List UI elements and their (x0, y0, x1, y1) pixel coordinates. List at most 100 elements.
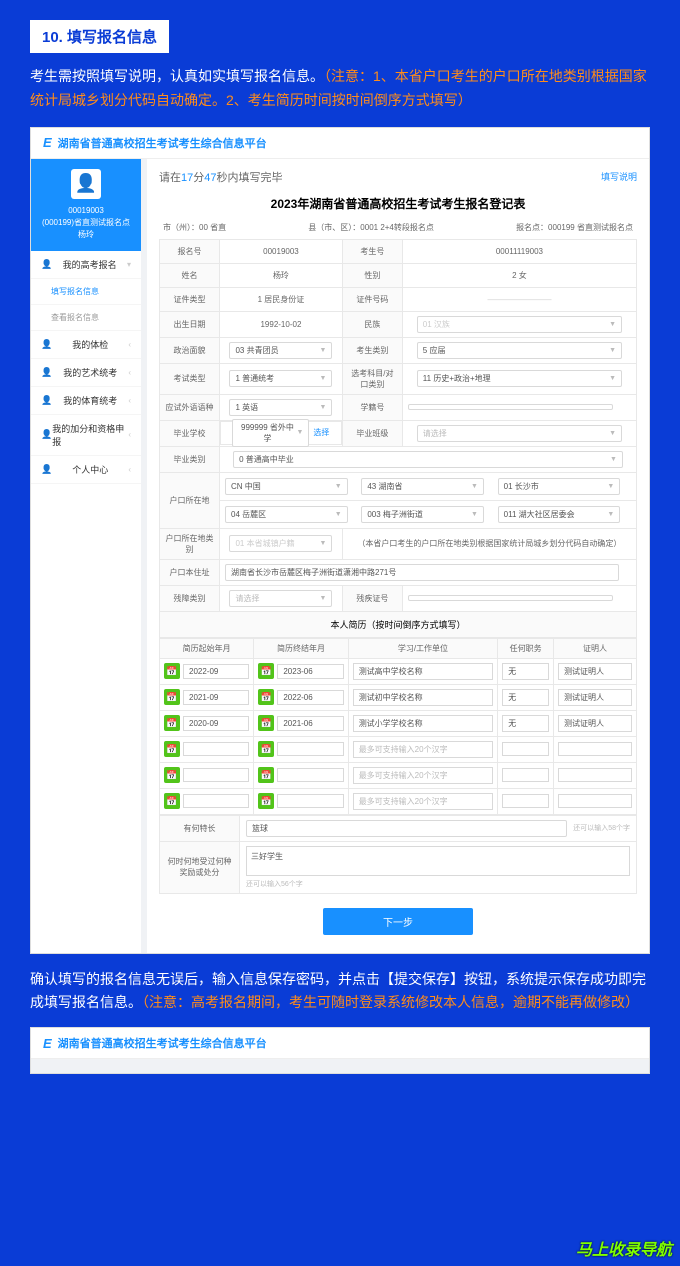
select-grad-type[interactable]: 0 普通高中毕业▼ (220, 446, 637, 472)
resume-end[interactable]: 📅2021-06 (254, 710, 348, 736)
select-hukou-province[interactable]: 43 湖南省▼ (361, 478, 484, 495)
label-address: 户口本住址 (160, 559, 220, 585)
watermark: 马上收录导航 (576, 1236, 672, 1260)
resume-unit[interactable]: 测试高中学校名称 (348, 658, 498, 684)
resume-start[interactable]: 📅2021-09 (160, 684, 254, 710)
resume-row: 📅2022-09📅2023-06测试高中学校名称无测试证明人 (160, 658, 637, 684)
resume-end[interactable]: 📅 (254, 762, 348, 788)
resume-unit[interactable]: 测试初中学校名称 (348, 684, 498, 710)
app-window-2: E 湖南省普通高校招生考试考生综合信息平台 (30, 1027, 650, 1074)
caret-icon: ▼ (607, 483, 614, 490)
next-button[interactable]: 下一步 (323, 908, 473, 935)
calendar-icon: 📅 (164, 663, 180, 679)
resume-witness[interactable]: 测试证明人 (553, 684, 636, 710)
calendar-icon: 📅 (258, 793, 274, 809)
input-specialty[interactable]: 篮球 还可以输入58个字 (240, 815, 637, 841)
meta-row: 市（州）：00 省直 县（市、区）：0001 2+4转段报名点 报名点：0001… (159, 222, 637, 233)
select-politics[interactable]: 03 共青团员▼ (220, 337, 343, 363)
app-window: E 湖南省普通高校招生考试考生综合信息平台 👤 00019003 (000199… (30, 127, 650, 954)
value-id-type: 1 居民身份证 (220, 287, 343, 311)
resume-duty[interactable] (498, 788, 554, 814)
label-disability-type: 残障类别 (160, 585, 220, 611)
input-disability-no[interactable] (402, 585, 636, 611)
label-specialty: 有何特长 (160, 815, 240, 841)
resume-witness[interactable] (553, 788, 636, 814)
resume-end[interactable]: 📅2022-06 (254, 684, 348, 710)
chevron-left-icon: ‹ (128, 465, 131, 474)
nav-fill-reg[interactable]: 填写报名信息 (31, 279, 141, 305)
calendar-icon: 📅 (258, 689, 274, 705)
nav-bonus[interactable]: 👤 我的加分和资格申报‹ (31, 415, 141, 456)
hukou-note: （本省户口考生的户口所在地类别根据国家统计局城乡划分代码自动确定） (342, 528, 636, 559)
select-disability-type[interactable]: 请选择▼ (220, 585, 343, 611)
resume-duty[interactable] (498, 736, 554, 762)
caret-icon: ▼ (296, 429, 303, 436)
specialty-hint: 还可以输入58个字 (573, 823, 630, 833)
resume-duty[interactable] (498, 762, 554, 788)
col-unit: 学习/工作单位 (348, 638, 498, 658)
select-hukou-street[interactable]: 003 梅子洲街道▼ (361, 506, 484, 523)
select-subjects[interactable]: 11 历史+政治+地理▼ (402, 363, 636, 394)
resume-row: 📅2021-09📅2022-06测试初中学校名称无测试证明人 (160, 684, 637, 710)
avatar: 👤 (71, 169, 101, 199)
resume-start[interactable]: 📅2020-09 (160, 710, 254, 736)
awards-hint: 还可以输入56个字 (246, 879, 630, 889)
select-hukou-district[interactable]: 04 岳麓区▼ (225, 506, 348, 523)
select-grad-school[interactable]: 999999 省外中学▼ 选择 (220, 421, 342, 445)
resume-end[interactable]: 📅 (254, 736, 348, 762)
value-birth: 1992-10-02 (220, 311, 343, 337)
nav-physical[interactable]: 👤 我的体检‹ (31, 331, 141, 359)
caret-icon: ▼ (319, 347, 326, 354)
col-witness: 证明人 (553, 638, 636, 658)
nav-menu: 👤 我的高考报名▾ 填写报名信息 查看报名信息 👤 我的体检‹ 👤 我的艺术统考… (31, 251, 141, 484)
instruction-text: 考生需按照填写说明，认真如实填写报名信息。（注意：1、本省户口考生的户口所在地类… (30, 65, 650, 113)
nav-personal[interactable]: 👤 个人中心‹ (31, 456, 141, 484)
resume-start[interactable]: 📅 (160, 788, 254, 814)
nav-exam-reg[interactable]: 👤 我的高考报名▾ (31, 251, 141, 279)
timer-row: 请在17分47秒内填写完毕 填写说明 (159, 169, 637, 185)
caret-icon: ▼ (609, 347, 616, 354)
resume-duty[interactable]: 无 (498, 684, 554, 710)
resume-start[interactable]: 📅 (160, 736, 254, 762)
nav-sport[interactable]: 👤 我的体育统考‹ (31, 387, 141, 415)
registration-form: 报名号 00019003 考生号 00011119003 姓名 杨玲 性别 2 … (159, 239, 637, 612)
nav-view-reg[interactable]: 查看报名信息 (31, 305, 141, 331)
resume-end[interactable]: 📅 (254, 788, 348, 814)
resume-end[interactable]: 📅2023-06 (254, 658, 348, 684)
resume-unit[interactable]: 最多可支持输入20个汉字 (348, 788, 498, 814)
resume-witness[interactable]: 测试证明人 (553, 710, 636, 736)
resume-duty[interactable]: 无 (498, 710, 554, 736)
resume-unit[interactable]: 测试小学学校名称 (348, 710, 498, 736)
resume-unit[interactable]: 最多可支持输入20个汉字 (348, 736, 498, 762)
resume-witness[interactable]: 测试证明人 (553, 658, 636, 684)
chevron-down-icon: ▾ (127, 260, 131, 269)
select-lang[interactable]: 1 英语▼ (220, 394, 343, 420)
select-cand-type[interactable]: 5 应届▼ (402, 337, 636, 363)
resume-header: 本人简历（按时间倒序方式填写） (159, 612, 637, 638)
select-school-link[interactable]: 选择 (313, 427, 329, 438)
app-title-2: 湖南省普通高校招生考试考生综合信息平台 (58, 1035, 267, 1051)
value-name: 杨玲 (220, 263, 343, 287)
label-gender: 性别 (342, 263, 402, 287)
select-nation[interactable]: 01 汉族▼ (402, 311, 636, 337)
select-hukou-country[interactable]: CN 中国▼ (225, 478, 348, 495)
input-student-no[interactable] (402, 394, 636, 420)
select-hukou-type[interactable]: 01 本省城镇户籍▼ (220, 528, 343, 559)
resume-witness[interactable] (553, 762, 636, 788)
resume-start[interactable]: 📅2022-09 (160, 658, 254, 684)
nav-art[interactable]: 👤 我的艺术统考‹ (31, 359, 141, 387)
fill-instructions-link[interactable]: 填写说明 (601, 170, 637, 183)
select-grad-class[interactable]: 请选择▼ (402, 420, 636, 446)
label-id-type: 证件类型 (160, 287, 220, 311)
select-hukou-city[interactable]: 01 长沙市▼ (498, 478, 621, 495)
input-address[interactable]: 湖南省长沙市岳麓区梅子洲街道潇湘中路271号 (220, 559, 637, 585)
resume-duty[interactable]: 无 (498, 658, 554, 684)
resume-unit[interactable]: 最多可支持输入20个汉字 (348, 762, 498, 788)
col-start: 简历起始年月 (160, 638, 254, 658)
resume-witness[interactable] (553, 736, 636, 762)
select-hukou-committee[interactable]: 011 湖大社区居委会▼ (498, 506, 621, 523)
input-awards[interactable]: 三好学生 还可以输入56个字 (240, 841, 637, 893)
resume-start[interactable]: 📅 (160, 762, 254, 788)
select-exam-type[interactable]: 1 普通统考▼ (220, 363, 343, 394)
calendar-icon: 📅 (258, 741, 274, 757)
